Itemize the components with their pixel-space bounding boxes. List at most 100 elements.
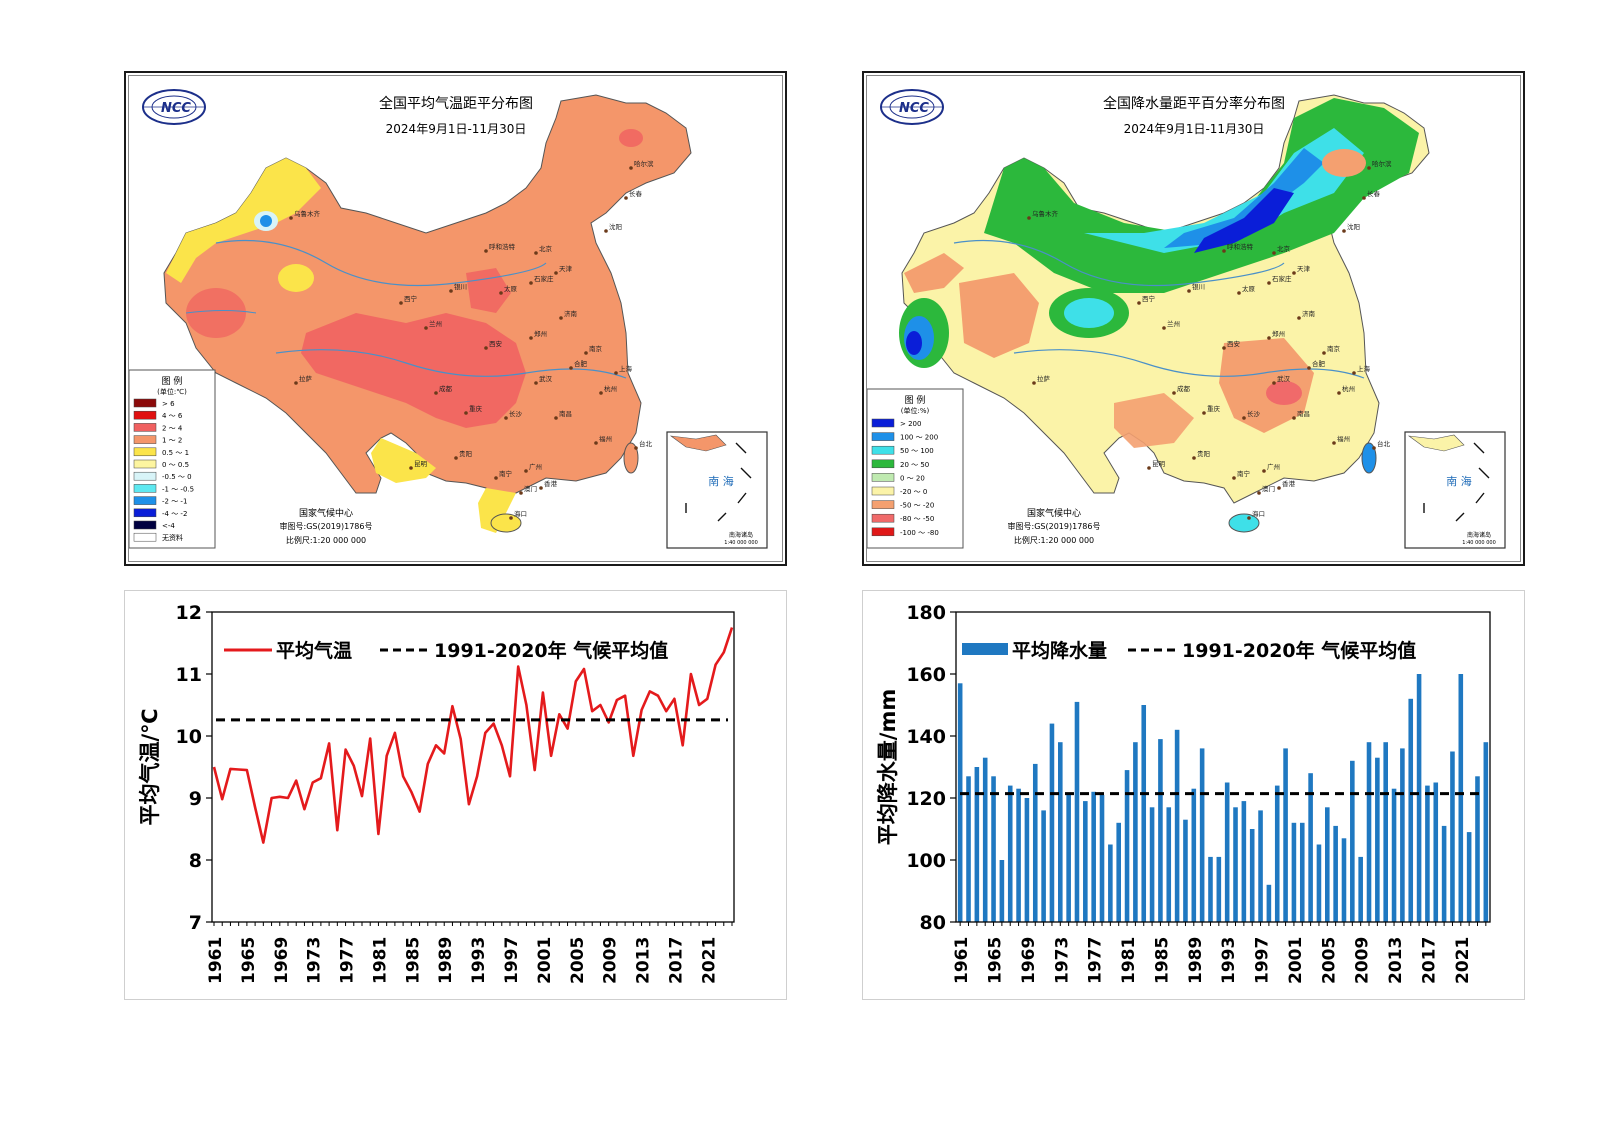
legend-label: -0.5 ～ 0 [162, 473, 192, 481]
city-label: 银川 [454, 282, 467, 291]
map-title: 全国降水量距平百分率分布图 [1103, 95, 1285, 112]
city-marker [1322, 351, 1326, 355]
legend-label: -50 ～ -20 [900, 502, 934, 510]
city-label: 长沙 [1247, 409, 1261, 418]
x-tick-label: 1981 [1119, 937, 1139, 984]
y-tick-label: 8 [189, 850, 202, 872]
city-label: 贵阳 [459, 449, 472, 458]
x-tick-label: 1977 [338, 937, 358, 984]
precip-bar [1241, 801, 1247, 922]
legend-label: 0.5 ～ 1 [162, 449, 189, 457]
precipitation-chart-panel: 80 100 120 140 160 180 1961 1965 1969 1973 1977 198… [862, 590, 1525, 1000]
plot-frame [955, 611, 1491, 923]
legend-label: -100 ～ -80 [900, 529, 939, 537]
city-label: 西安 [1227, 339, 1241, 348]
city-label: 昆明 [1152, 460, 1166, 468]
map-date: 2024年9月1日-11月30日 [1124, 122, 1265, 136]
precip-bar [1183, 819, 1188, 922]
logo-text: NCC [899, 101, 929, 116]
city-marker [569, 366, 573, 370]
ncc-logo: NCC [880, 89, 944, 125]
legend-swatch [133, 447, 157, 457]
legend-title: 图 例 [162, 375, 183, 387]
map-date: 2024年9月1日-11月30日 [386, 122, 527, 136]
legend-label: 2 ～ 4 [162, 424, 183, 432]
city-label: 合肥 [574, 359, 588, 368]
temperature-series-line [212, 627, 734, 844]
city-marker [554, 416, 558, 420]
city-label: 长春 [1367, 189, 1381, 198]
legend-label: 1 ～ 2 [162, 437, 182, 445]
city-marker [1332, 441, 1336, 445]
city-label: 哈尔滨 [1372, 159, 1392, 168]
precip-bar [1141, 705, 1147, 922]
precip-bar [1032, 763, 1038, 922]
city-marker [1242, 416, 1246, 420]
y-tick-label: 12 [176, 602, 202, 624]
inset-caption: 南海诸岛 [729, 531, 753, 539]
city-label: 郑州 [1272, 330, 1285, 338]
precip-bar [1224, 782, 1230, 922]
legend-swatch [133, 532, 157, 542]
x-tick-label: 2001 [1286, 937, 1306, 984]
y-tick-label: 160 [906, 664, 946, 686]
precip-bar [1483, 742, 1489, 922]
precip-bar [1158, 739, 1163, 922]
precip-bar [1291, 822, 1297, 922]
precip-bar [1408, 698, 1414, 922]
city-marker [1372, 446, 1376, 450]
city-label: 南京 [589, 344, 603, 353]
x-tick-label: 1969 [272, 937, 292, 984]
city-marker [294, 381, 298, 385]
city-marker [1352, 371, 1356, 375]
legend-swatch [871, 445, 895, 455]
city-marker [1172, 391, 1176, 395]
city-marker [449, 289, 453, 293]
legend-swatch-bar [962, 643, 1008, 655]
precip-bar [1341, 838, 1347, 922]
y-axis-label: 平均气温/℃ [138, 708, 162, 825]
legend-swatch [133, 459, 157, 469]
legend-series-label: 平均气温 [276, 639, 352, 662]
legend-swatch [871, 459, 895, 469]
legend-swatch [133, 520, 157, 530]
city-label: 天津 [1297, 265, 1311, 273]
precip-bar [1366, 742, 1372, 922]
precip-bar [1249, 829, 1255, 922]
city-marker [1222, 346, 1226, 350]
legend-swatch [871, 527, 895, 537]
city-label: 台北 [639, 439, 653, 448]
precip-bar [1258, 810, 1263, 922]
legend-swatch [133, 435, 157, 444]
city-label: 石家庄 [1272, 274, 1292, 283]
city-marker [529, 336, 533, 340]
city-marker [1192, 456, 1196, 460]
city-marker [584, 351, 588, 355]
city-label: 南昌 [559, 409, 572, 418]
legend-reference-label: 1991-2020年 气候平均值 [1182, 639, 1416, 662]
legend-label: 0 ～ 20 [900, 474, 925, 482]
legend-series-label: 平均降水量 [1012, 639, 1107, 662]
precip-bar [1316, 844, 1322, 922]
city-marker [634, 446, 638, 450]
legend-label: -1 ～ -0.5 [162, 485, 194, 493]
legend-label: 无资料 [162, 533, 183, 542]
precip-bar [991, 776, 996, 922]
precip-bar [1416, 674, 1422, 922]
precip-bar [1041, 810, 1046, 922]
city-label: 香港 [1282, 479, 1296, 488]
city-marker [1257, 491, 1261, 495]
x-tick-label: 1969 [1019, 937, 1039, 984]
legend-label: 0 ～ 0.5 [162, 461, 189, 469]
legend-swatch [133, 508, 157, 518]
south-china-sea-inset: 南 海 南海诸岛 1:40 000 000 [1404, 431, 1506, 549]
map-scale: 比例尺:1:20 000 000 [286, 535, 366, 545]
x-tick-label: 2013 [1386, 937, 1406, 984]
precip-bar [966, 776, 971, 922]
city-label: 长春 [629, 189, 643, 198]
city-label: 台北 [1377, 439, 1391, 448]
y-tick-label: 80 [920, 912, 946, 934]
city-label: 银川 [1192, 282, 1205, 291]
temperature-line-chart: 7 8 9 10 11 12 1961 1965 1969 1973 1977 1981 1985 198… [138, 602, 735, 984]
y-tick-label: 11 [176, 664, 202, 686]
